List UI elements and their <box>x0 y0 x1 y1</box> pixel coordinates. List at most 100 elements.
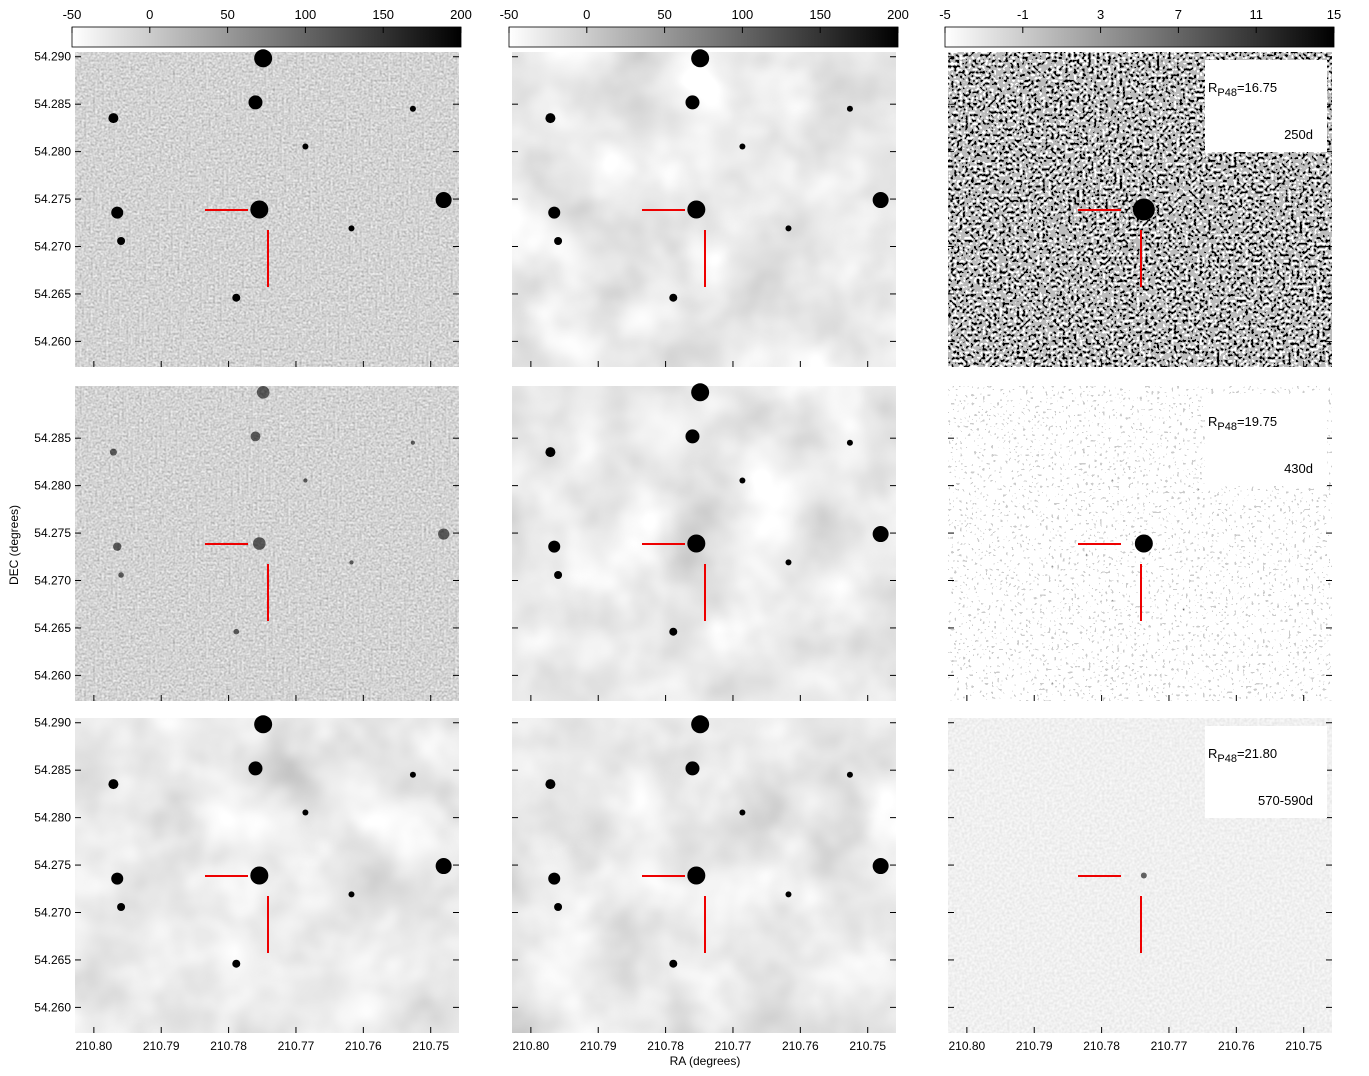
colorbar-tick-label: 0 <box>583 7 590 22</box>
star <box>785 891 792 898</box>
star <box>409 771 416 778</box>
y-tick-label: 54.270 <box>34 574 71 588</box>
y-tick-label: 54.285 <box>34 97 71 111</box>
annotation-box <box>1205 726 1327 818</box>
star <box>302 809 309 816</box>
colorbar-tick-label: 50 <box>657 7 671 22</box>
star <box>232 959 241 968</box>
star <box>349 560 354 565</box>
colorbar-tick-label: 3 <box>1097 7 1104 22</box>
star <box>256 386 270 399</box>
star <box>691 715 710 734</box>
star <box>548 872 561 885</box>
star <box>548 206 561 219</box>
colorbar-tick-label: 150 <box>372 7 394 22</box>
x-tick-label: 210.77 <box>278 1039 315 1053</box>
x-tick-label: 210.76 <box>345 1039 382 1053</box>
annotation-magnitude: RP48=21.80 <box>1208 746 1277 765</box>
star <box>554 903 563 911</box>
star <box>348 891 355 898</box>
x-tick-label: 210.78 <box>1083 1039 1120 1053</box>
x-tick-label: 210.79 <box>580 1039 617 1053</box>
y-tick-label: 54.275 <box>34 526 71 540</box>
annotation-part: P48 <box>1217 753 1237 765</box>
star <box>545 113 556 124</box>
star <box>548 540 561 553</box>
star <box>117 903 126 911</box>
y-tick-label: 54.270 <box>34 240 71 254</box>
colorbar-tick-label: -50 <box>63 7 82 22</box>
x-axis-label: RA (degrees) <box>670 1054 741 1068</box>
y-tick-label: 54.265 <box>34 953 71 967</box>
star <box>108 779 119 790</box>
image-panel <box>512 49 896 367</box>
image-panel: 54.290 54.285 54.280 54.275 54.270 54.265 54.2… <box>34 715 459 1053</box>
star <box>685 95 700 110</box>
y-tick-label: 54.265 <box>34 621 71 635</box>
star <box>739 809 746 816</box>
x-tick-label: 210.79 <box>1016 1039 1053 1053</box>
x-tick-label: 210.80 <box>949 1039 986 1053</box>
star <box>435 192 452 209</box>
star <box>250 200 269 219</box>
annotation-magnitude: RP48=19.75 <box>1208 414 1277 433</box>
colorbar-tick-label: 200 <box>887 7 909 22</box>
star <box>250 866 269 885</box>
x-tick-label: 210.77 <box>715 1039 752 1053</box>
star <box>846 105 853 112</box>
colorbar <box>508 26 899 48</box>
star <box>348 225 355 232</box>
image-panel: 210.80 210.79 210.78 210.77 210.76 210.75 RP48… <box>948 718 1332 1053</box>
x-tick-label: 210.77 <box>1151 1039 1188 1053</box>
y-tick-label: 54.260 <box>34 334 71 348</box>
annotation-part: =16.75 <box>1237 80 1277 95</box>
annotation-part: =19.75 <box>1237 414 1277 429</box>
star <box>554 237 563 245</box>
annotation-part: P48 <box>1217 87 1237 99</box>
colorbar-tick-label: 100 <box>295 7 317 22</box>
star <box>687 534 706 553</box>
star <box>109 448 117 456</box>
star <box>250 431 261 442</box>
colorbar-tick-label: -50 <box>500 7 519 22</box>
y-tick-label: 54.280 <box>34 479 71 493</box>
x-tick-label: 210.76 <box>1218 1039 1255 1053</box>
star <box>233 628 240 635</box>
star <box>248 761 263 776</box>
x-tick-label: 210.78 <box>647 1039 684 1053</box>
x-tick-label: 210.80 <box>513 1039 550 1053</box>
colorbar <box>71 26 462 48</box>
colorbar-tick-label: 7 <box>1175 7 1182 22</box>
star <box>111 872 124 885</box>
y-tick-label: 54.275 <box>34 192 71 206</box>
annotation-box <box>1205 60 1327 152</box>
image-panel: 54.285 54.280 54.275 54.270 54.265 54.260 <box>34 386 459 701</box>
y-tick-label: 54.275 <box>34 858 71 872</box>
star <box>685 429 700 444</box>
star <box>111 206 124 219</box>
star <box>687 866 706 885</box>
colorbar-tick-label: 0 <box>146 7 153 22</box>
annotation-part: R <box>1208 414 1217 429</box>
annotation-magnitude: RP48=16.75 <box>1208 80 1277 99</box>
y-tick-label: 54.285 <box>34 763 71 777</box>
star <box>254 715 273 734</box>
star <box>872 192 889 209</box>
y-axis-label: DEC (degrees) <box>7 505 21 585</box>
star <box>669 293 678 302</box>
colorbar-tick-label: 150 <box>809 7 831 22</box>
star <box>669 959 678 968</box>
colorbar-tick-label: 50 <box>220 7 234 22</box>
star <box>739 477 746 484</box>
star <box>118 572 124 578</box>
y-tick-label: 54.260 <box>34 1000 71 1014</box>
star <box>669 627 678 636</box>
x-tick-label: 210.75 <box>849 1039 886 1053</box>
transient <box>1134 534 1153 553</box>
image-panel <box>512 383 896 701</box>
star <box>785 225 792 232</box>
x-tick-label: 210.78 <box>210 1039 247 1053</box>
y-tick-label: 54.285 <box>34 431 71 445</box>
x-tick-label: 210.75 <box>1285 1039 1322 1053</box>
